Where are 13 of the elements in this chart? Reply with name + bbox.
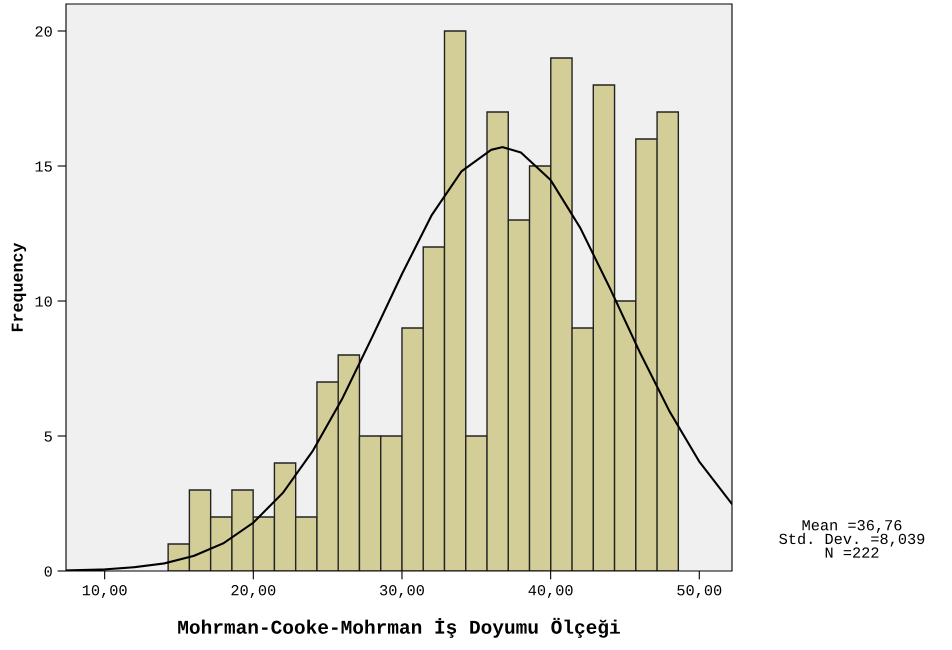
x-axis-title: Mohrman-Cooke-Mohrman İş Doyumu Ölçeği <box>178 618 620 638</box>
x-tick-label: 10,00 <box>82 585 127 598</box>
y-tick-label: 20 <box>36 26 52 37</box>
x-tick-label: 30,00 <box>380 585 424 598</box>
y-tick-label: 15 <box>36 161 52 172</box>
y-axis-title: Frequency <box>12 242 26 332</box>
x-tick-label: 40,00 <box>528 585 573 598</box>
y-tick-label: 0 <box>44 566 52 577</box>
y-tick-label: 10 <box>36 296 52 307</box>
text: Mean =36,76 Std. Dev. =8,039 N =222 <box>779 520 924 558</box>
x-tick-label: 20,00 <box>231 585 276 598</box>
x-tick-label: 50,00 <box>677 585 722 598</box>
y-tick-label: 5 <box>44 431 52 442</box>
